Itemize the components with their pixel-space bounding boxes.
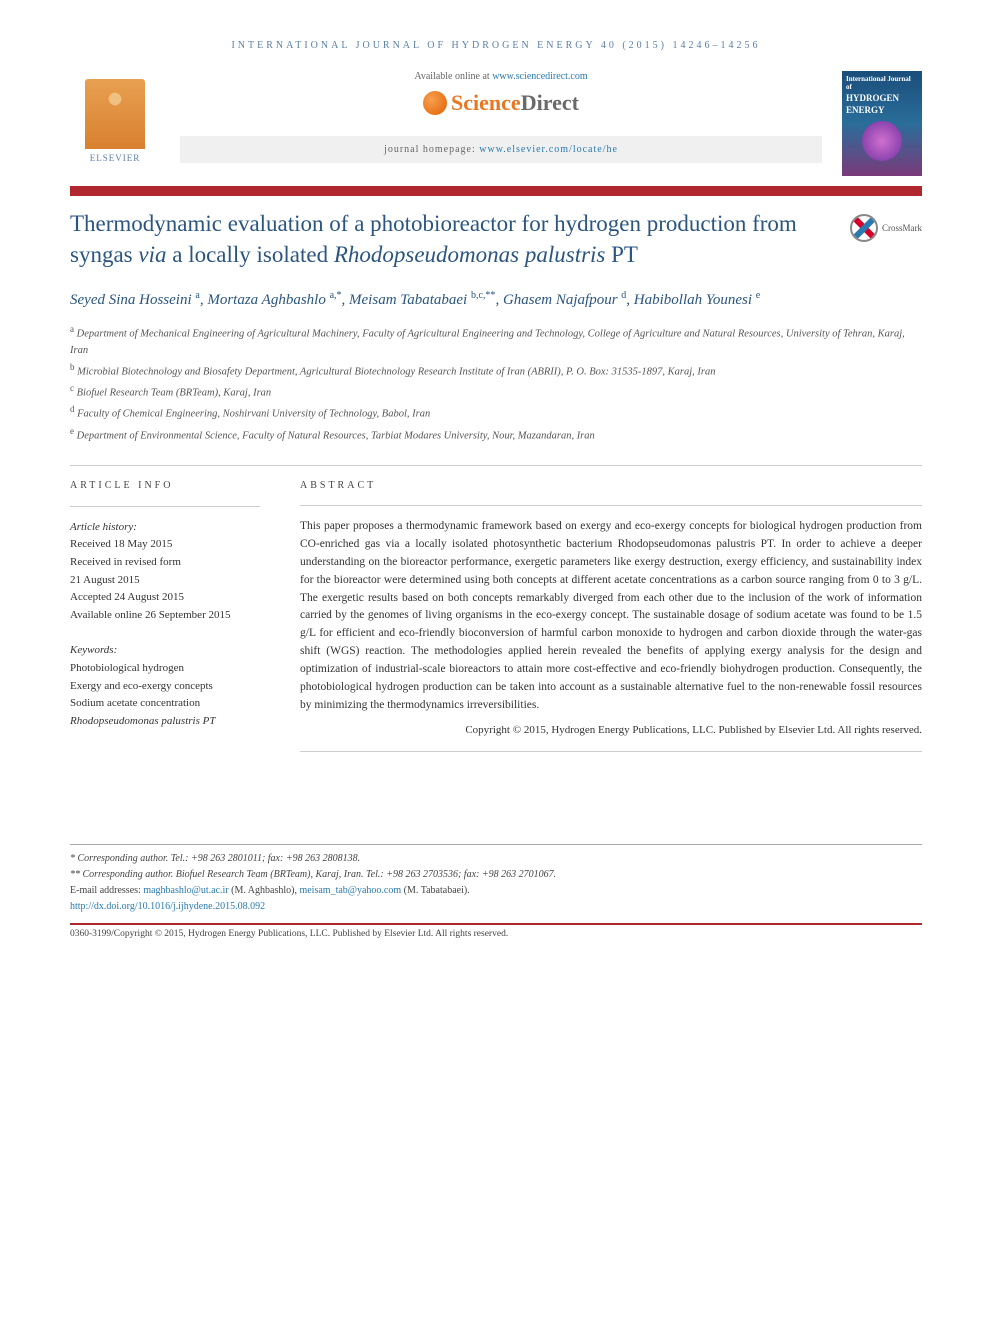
author-name: Seyed Sina Hosseini [70, 292, 192, 308]
abstract-heading: ABSTRACT [300, 478, 922, 494]
article-history-block: Article history: Received 18 May 2015Rec… [70, 519, 260, 625]
email-name-1: (M. Aghbashlo), [229, 885, 300, 896]
author-affil-marker: d [621, 290, 626, 301]
red-divider-bar [70, 186, 922, 196]
title-p3: PT [605, 242, 638, 267]
crossmark-label: CrossMark [882, 223, 922, 233]
email-label: E-mail addresses: [70, 885, 143, 896]
affiliations-block: a Department of Mechanical Engineering o… [70, 322, 922, 445]
journal-citation-header: INTERNATIONAL JOURNAL OF HYDROGEN ENERGY… [70, 40, 922, 51]
cover-title-1: HYDROGEN [846, 93, 918, 103]
cover-art-icon [862, 121, 902, 161]
sd-word-direct: Direct [521, 90, 579, 115]
affiliation-line: a Department of Mechanical Engineering o… [70, 322, 922, 360]
affiliation-line: b Microbial Biotechnology and Biosafety … [70, 360, 922, 381]
info-divider-1 [70, 506, 260, 507]
journal-cover-thumbnail[interactable]: International Journal of HYDROGEN ENERGY [842, 71, 922, 176]
title-via: via [138, 242, 166, 267]
footnotes-block: * Corresponding author. Tel.: +98 263 28… [70, 844, 922, 915]
sd-wordmark: ScienceDirect [451, 90, 579, 116]
author-name: Meisam Tabatabaei [349, 292, 467, 308]
history-line: Received 18 May 2015 [70, 536, 260, 554]
keywords-label: Keywords: [70, 642, 260, 660]
elsevier-logo[interactable]: ELSEVIER [70, 71, 160, 171]
author-name: Habibollah Younesi [634, 292, 752, 308]
sd-word-science: Science [451, 90, 521, 115]
history-line: Received in revised form [70, 554, 260, 572]
cover-title-2: ENERGY [846, 105, 918, 115]
cover-supertitle: International Journal of [846, 75, 918, 91]
article-info-column: ARTICLE INFO Article history: Received 1… [70, 478, 260, 764]
history-label: Article history: [70, 519, 260, 537]
email-link-1[interactable]: maghbashlo@ut.ac.ir [143, 885, 228, 896]
article-info-heading: ARTICLE INFO [70, 478, 260, 494]
doi-link[interactable]: http://dx.doi.org/10.1016/j.ijhydene.201… [70, 901, 265, 912]
keyword-line: Exergy and eco-exergy concepts [70, 678, 260, 696]
email-link-2[interactable]: meisam_tab@yahoo.com [299, 885, 401, 896]
history-line: Accepted 24 August 2015 [70, 589, 260, 607]
author-affil-marker: b,c,** [471, 290, 495, 301]
article-title: Thermodynamic evaluation of a photobiore… [70, 208, 830, 270]
masthead-center: Available online at www.sciencedirect.co… [160, 71, 842, 163]
bottom-copyright-bar: 0360-3199/Copyright © 2015, Hydrogen Ene… [70, 923, 922, 939]
affiliation-line: c Biofuel Research Team (BRTeam), Karaj,… [70, 381, 922, 402]
crossmark-icon [850, 214, 878, 242]
author-name: Mortaza Aghbashlo [207, 292, 325, 308]
keyword-line: Sodium acetate concentration [70, 695, 260, 713]
title-p2: a locally isolated [166, 242, 333, 267]
author-affil-marker: e [756, 290, 760, 301]
elsevier-tree-icon [85, 79, 145, 149]
keyword-line: Rhodopseudomonas palustris PT [70, 713, 260, 731]
available-prefix: Available online at [414, 71, 492, 82]
keywords-block: Keywords: Photobiological hydrogenExergy… [70, 642, 260, 730]
author-name: Ghasem Najafpour [503, 292, 618, 308]
homepage-prefix: journal homepage: [384, 144, 479, 155]
author-affil-marker: a [195, 290, 199, 301]
email-name-2: (M. Tabatabaei). [401, 885, 470, 896]
abstract-bottom-divider [300, 751, 922, 752]
info-abstract-row: ARTICLE INFO Article history: Received 1… [70, 478, 922, 764]
sciencedirect-logo[interactable]: ScienceDirect [423, 90, 579, 116]
elsevier-label: ELSEVIER [90, 153, 141, 163]
available-online-text: Available online at www.sciencedirect.co… [180, 71, 822, 82]
corresponding-author-2: ** Corresponding author. Biofuel Researc… [70, 867, 922, 883]
history-line: 21 August 2015 [70, 572, 260, 590]
masthead-row: ELSEVIER Available online at www.science… [70, 71, 922, 176]
author-affil-marker: a,* [330, 290, 342, 301]
sd-orb-icon [423, 91, 447, 115]
divider-above-abstract [70, 465, 922, 466]
corresponding-author-1: * Corresponding author. Tel.: +98 263 28… [70, 851, 922, 867]
history-line: Available online 26 September 2015 [70, 607, 260, 625]
journal-homepage-bar: journal homepage: www.elsevier.com/locat… [180, 136, 822, 163]
title-species: Rhodopseudomonas palustris [334, 242, 606, 267]
affiliation-line: d Faculty of Chemical Engineering, Noshi… [70, 402, 922, 423]
abstract-copyright: Copyright © 2015, Hydrogen Energy Public… [300, 722, 922, 739]
abstract-divider [300, 505, 922, 506]
abstract-column: ABSTRACT This paper proposes a thermodyn… [300, 478, 922, 764]
keyword-line: Photobiological hydrogen [70, 660, 260, 678]
journal-homepage-link[interactable]: www.elsevier.com/locate/he [479, 144, 618, 155]
sciencedirect-link[interactable]: www.sciencedirect.com [492, 71, 587, 82]
crossmark-badge[interactable]: CrossMark [850, 208, 922, 242]
authors-line: Seyed Sina Hosseini a, Mortaza Aghbashlo… [70, 288, 922, 312]
title-row: Thermodynamic evaluation of a photobiore… [70, 208, 922, 270]
abstract-text: This paper proposes a thermodynamic fram… [300, 518, 922, 714]
affiliation-line: e Department of Environmental Science, F… [70, 424, 922, 445]
email-line: E-mail addresses: maghbashlo@ut.ac.ir (M… [70, 883, 922, 899]
